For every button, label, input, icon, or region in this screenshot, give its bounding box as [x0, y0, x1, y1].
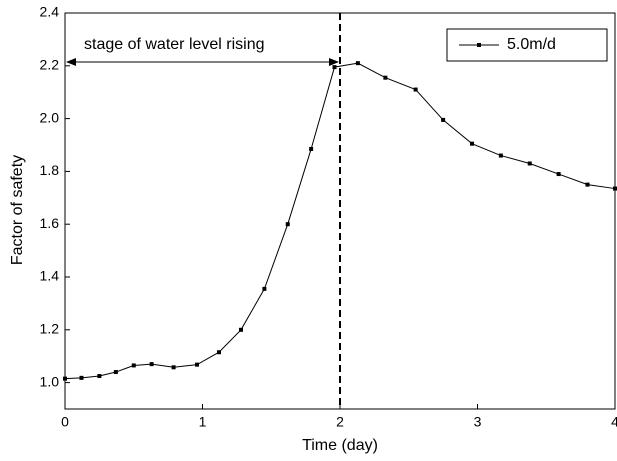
data-point — [527, 161, 532, 166]
x-tick-label: 2 — [336, 414, 344, 430]
data-point — [149, 362, 154, 367]
data-point — [113, 370, 118, 375]
data-point — [262, 286, 267, 291]
y-axis-title: Factor of safety — [9, 155, 26, 265]
y-tick-label: 1.4 — [40, 268, 60, 284]
data-point — [355, 61, 360, 66]
y-tick-label: 2.4 — [40, 4, 60, 20]
data-point — [441, 117, 446, 122]
data-point — [498, 153, 503, 158]
y-tick-label: 1.2 — [40, 321, 60, 337]
x-tick-label: 4 — [611, 414, 617, 430]
data-point — [309, 146, 314, 151]
data-point — [332, 65, 337, 70]
data-point — [613, 186, 617, 191]
x-tick-label: 0 — [61, 414, 69, 430]
arrow-head-left — [66, 58, 76, 66]
data-point — [383, 75, 388, 80]
data-point — [171, 365, 176, 370]
x-axis-title: Time (day) — [302, 437, 378, 454]
y-tick-label: 2.2 — [40, 57, 60, 73]
y-tick-label: 2.0 — [40, 109, 60, 125]
y-tick-label: 1.6 — [40, 215, 60, 231]
y-tick-label: 1.8 — [40, 162, 60, 178]
arrow-head-right — [329, 58, 339, 66]
annotation: stage of water level rising — [84, 36, 265, 53]
data-point — [217, 350, 221, 355]
data-point — [79, 375, 84, 380]
data-point — [413, 87, 418, 92]
data-point — [63, 376, 67, 381]
legend-marker — [477, 43, 481, 47]
series-line — [64, 62, 616, 380]
x-tick-label: 3 — [474, 414, 482, 430]
data-point — [556, 172, 561, 177]
data-point — [195, 362, 199, 367]
y-tick-label: 1.0 — [40, 373, 60, 389]
data-point — [285, 222, 290, 227]
data-point — [470, 141, 474, 146]
data-point — [585, 182, 590, 187]
x-tick-label: 1 — [199, 414, 207, 430]
legend-label: 5.0m/d — [507, 36, 556, 53]
data-point — [239, 327, 243, 332]
data-point — [131, 363, 136, 368]
data-point — [97, 374, 102, 378]
